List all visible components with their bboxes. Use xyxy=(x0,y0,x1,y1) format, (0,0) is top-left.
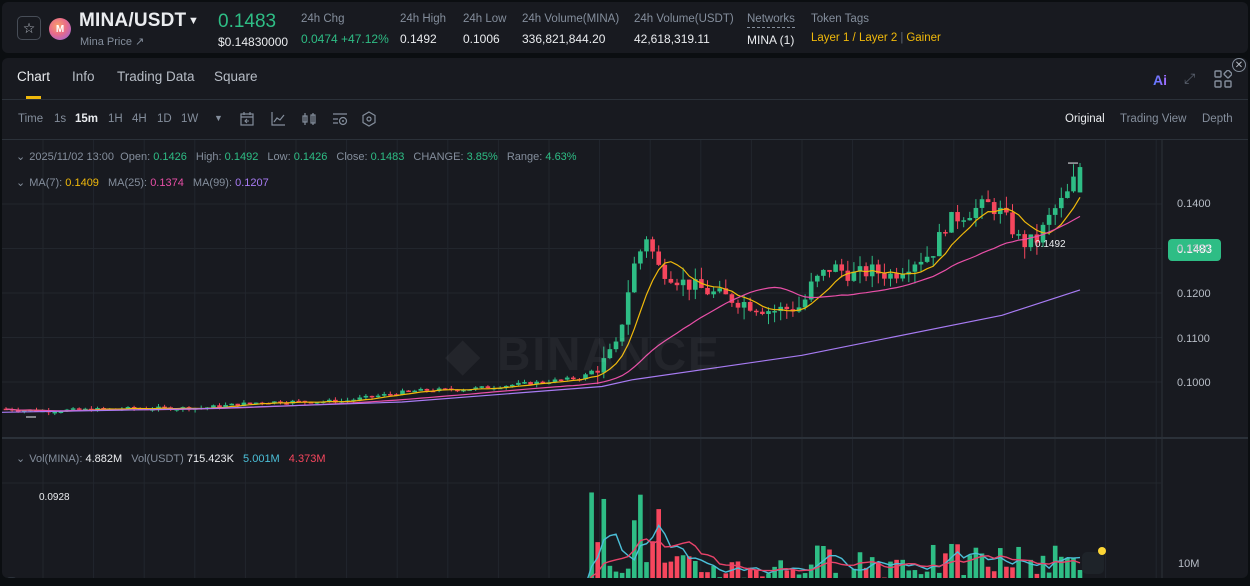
usd-price: $0.14830000 xyxy=(218,35,289,49)
chart-panel: Chart Info Trading Data Square Ai ⤢ ✕ Ti… xyxy=(2,58,1248,578)
timeframe-4h[interactable]: 4H xyxy=(132,113,147,125)
view-original[interactable]: Original xyxy=(1065,113,1105,125)
stat-networks[interactable]: Networks MINA (1) xyxy=(747,13,795,47)
collapse-chevron-icon[interactable]: ⌄ xyxy=(16,177,26,189)
candlestick-chart[interactable]: ◆ BINANCE ⌄ 2025/11/02 13:00 Open: 0.1426… xyxy=(2,140,1248,578)
stat-24h-change: 24h Chg 0.0474 +47.12% xyxy=(301,13,389,46)
y-axis-label: 0.1000 xyxy=(1177,377,1211,389)
ma-legend: ⌄ MA(7): 0.1409 MA(25): 0.1374 MA(99): 0.… xyxy=(16,177,269,189)
notes-icon[interactable] xyxy=(1082,552,1104,574)
notification-dot xyxy=(1098,547,1106,555)
binance-watermark: ◆ BINANCE xyxy=(445,328,721,380)
tab-chart[interactable]: Chart xyxy=(17,69,51,84)
star-icon: ☆ xyxy=(22,19,36,36)
collapse-chevron-icon[interactable]: ⌄ xyxy=(16,453,26,465)
timeframe-1w[interactable]: 1W xyxy=(181,113,199,125)
tab-square[interactable]: Square xyxy=(214,69,258,84)
expand-sidebar-handle[interactable]: › xyxy=(6,577,17,578)
y-axis-label: 0.1100 xyxy=(1177,333,1210,345)
close-icon[interactable]: ✕ xyxy=(1232,58,1246,72)
stat-24h-volume-mina: 24h Volume(MINA) 336,821,844.20 xyxy=(522,13,620,46)
active-tab-indicator xyxy=(26,96,41,99)
coin-price-link[interactable]: Mina Price ↗ xyxy=(80,36,145,48)
current-price-tag: 0.1483 xyxy=(1168,239,1221,261)
stat-24h-volume-usdt: 24h Volume(USDT) 42,618,319.11 xyxy=(634,13,734,46)
ohlc-legend: ⌄ 2025/11/02 13:00 Open: 0.1426 High: 0.1… xyxy=(16,151,577,163)
candle-type-icon[interactable] xyxy=(301,111,317,127)
timeframe-1h[interactable]: 1H xyxy=(108,113,123,125)
tab-trading-data[interactable]: Trading Data xyxy=(117,69,195,84)
low-marker-label: 0.0928 xyxy=(39,492,70,503)
chart-toolbar: Time 1s 15m 1H 4H 1D 1W ▼ Original Tradi… xyxy=(2,100,1248,140)
settings-list-icon[interactable] xyxy=(332,111,348,127)
view-trading-view[interactable]: Trading View xyxy=(1120,113,1187,125)
tab-info[interactable]: Info xyxy=(72,69,95,84)
ticker-header: ☆ M MINA/USDT ▼ Mina Price ↗ 0.1483 $0.1… xyxy=(2,2,1248,53)
stat-24h-high: 24h High 0.1492 xyxy=(400,13,447,46)
y-axis-label: 0.1200 xyxy=(1177,288,1211,300)
expand-icon[interactable]: ⤢ xyxy=(1184,70,1196,86)
collapse-chevron-icon[interactable]: ⌄ xyxy=(16,151,26,163)
tag-layer1-layer2[interactable]: Layer 1 / Layer 2 xyxy=(811,32,898,44)
high-marker-label: 0.1492 xyxy=(1035,239,1066,250)
pair-symbol[interactable]: MINA/USDT xyxy=(79,10,187,31)
more-timeframes-caret-icon[interactable]: ▼ xyxy=(214,113,223,123)
timeframe-15m[interactable]: 15m xyxy=(75,113,99,125)
hexagon-settings-icon[interactable] xyxy=(361,111,377,127)
layout-grid-icon[interactable] xyxy=(1214,70,1232,88)
indicator-line-icon[interactable] xyxy=(270,111,286,127)
chart-canvas[interactable] xyxy=(2,140,1248,578)
view-depth[interactable]: Depth xyxy=(1202,113,1233,125)
caret-down-icon[interactable]: ▼ xyxy=(188,15,199,27)
tag-gainer[interactable]: Gainer xyxy=(906,32,941,44)
calendar-icon[interactable] xyxy=(239,111,255,127)
stat-token-tags: Token Tags Layer 1 / Layer 2 | Gainer xyxy=(811,13,941,44)
panel-tabs: Chart Info Trading Data Square Ai ⤢ ✕ xyxy=(2,58,1248,100)
timeframe-1s[interactable]: 1s xyxy=(54,113,67,125)
last-price: 0.1483 xyxy=(218,11,277,32)
mina-logo-icon: M xyxy=(49,18,71,40)
volume-legend: ⌄ Vol(MINA): 4.882M Vol(USDT) 715.423K 5.… xyxy=(16,453,326,465)
ai-button[interactable]: Ai xyxy=(1153,72,1167,88)
y-axis-label: 0.1300 xyxy=(1177,243,1211,255)
favorite-button[interactable]: ☆ xyxy=(17,16,41,40)
stat-24h-low: 24h Low 0.1006 xyxy=(463,13,507,46)
y-axis-label: 0.1400 xyxy=(1177,198,1211,210)
timeframe-1d[interactable]: 1D xyxy=(157,113,172,125)
volume-axis-label: 10M xyxy=(1178,558,1200,570)
timeframe-time[interactable]: Time xyxy=(18,113,44,125)
